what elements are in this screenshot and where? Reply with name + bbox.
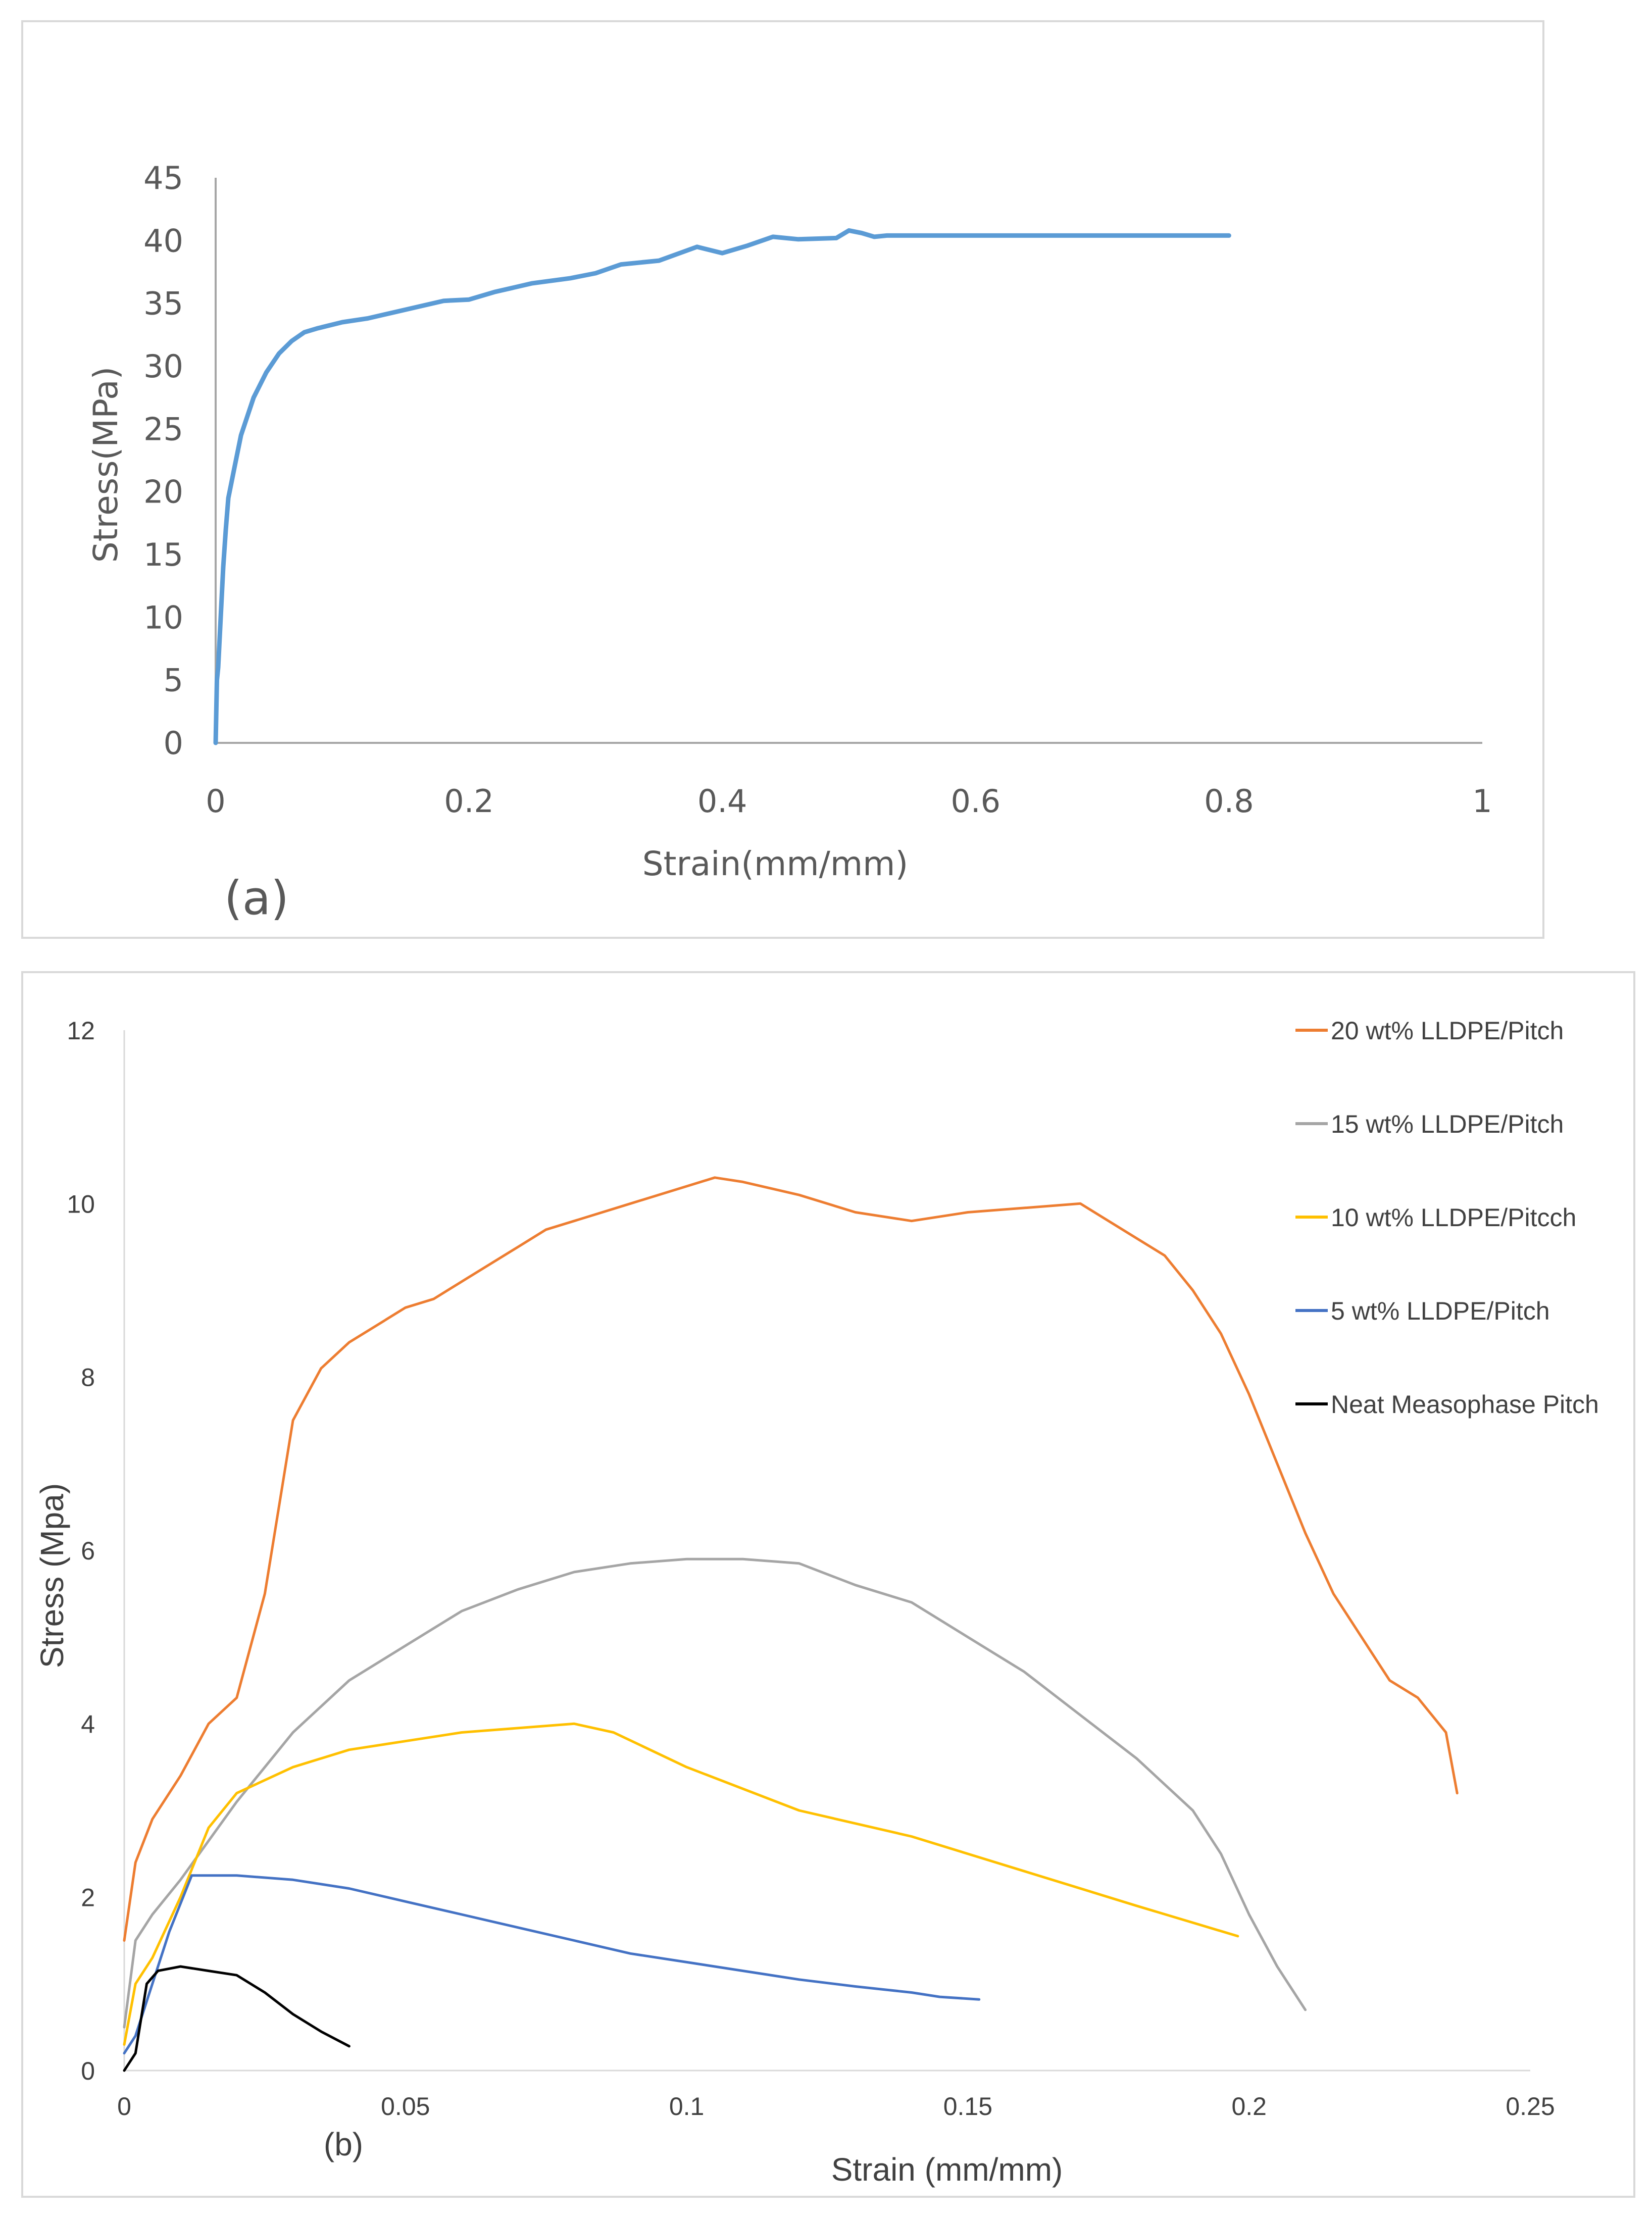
panel-a-y-tick-label: 5 <box>164 662 183 699</box>
legend-label: 15 wt% LLDPE/Pitch <box>1331 1110 1564 1138</box>
series-line-10-wt-lldpe-pitcch <box>123 1722 1239 2046</box>
panel-a-y-tick-label: 30 <box>143 348 183 385</box>
series-line-15-wt-lldpe-pitch <box>123 1557 1307 2029</box>
panel-b-x-tick-label: 0.15 <box>943 2092 992 2121</box>
panel-b-x-tick-labels: 0 0.05 0.1 0.15 0.2 0.25 <box>117 2092 1555 2121</box>
panel-a-x-tick-label: 0 <box>206 783 225 820</box>
panel-b-x-axis-title: Strain (mm/mm) <box>831 2151 1063 2188</box>
panel-b-y-tick-label: 4 <box>81 1710 95 1738</box>
panel-a-series <box>213 228 1231 745</box>
panel-a-y-tick-label: 15 <box>143 536 183 573</box>
panel-a-x-tick-label: 0.2 <box>444 783 494 820</box>
legend-label: 10 wt% LLDPE/Pitcch <box>1331 1203 1576 1232</box>
panel-b-y-axis-title: Stress (Mpa) <box>34 1483 70 1668</box>
panel-a-y-tick-label: 40 <box>143 222 183 259</box>
panel-a-y-axis-title: Stress(MPa) <box>86 367 125 563</box>
panel-b-series <box>123 1176 1459 2072</box>
panel-a-label: (a) <box>224 871 289 925</box>
panel-b-label: (b) <box>324 2126 363 2162</box>
panel-b-y-tick-label: 8 <box>81 1364 95 1392</box>
panel-b-x-tick-label: 0.2 <box>1231 2092 1267 2121</box>
panel-b-y-tick-labels: 0 2 4 6 8 10 12 <box>67 1017 95 2085</box>
panel-b-x-tick-label: 0.1 <box>669 2092 705 2121</box>
legend-item-20-wt-lldpe-pitch: 20 wt% LLDPE/Pitch <box>1295 1017 1564 1045</box>
panel-a-x-tick-label: 0.4 <box>697 783 747 820</box>
legend-item-15-wt-lldpe-pitch: 15 wt% LLDPE/Pitch <box>1295 1110 1564 1138</box>
panel-a-y-tick-label: 25 <box>143 411 183 447</box>
panel-b-y-tick-label: 0 <box>81 2057 95 2085</box>
legend-item-5-wt-lldpe-pitch: 5 wt% LLDPE/Pitch <box>1295 1297 1550 1325</box>
panel-b-y-tick-label: 10 <box>67 1190 95 1218</box>
panel-b-x-tick-label: 0 <box>117 2092 131 2121</box>
chart-panel-b: 0 2 4 6 8 10 12 0 0.05 0.1 0.15 0.2 0.25 Strain (mm… <box>21 971 1635 2198</box>
chart-panel-a: 0 5 10 15 20 25 30 35 40 45 0 0.2 0.4 0.6 0.8 1 Strain… <box>21 20 1544 939</box>
panel-a-x-tick-labels: 0 0.2 0.4 0.6 0.8 1 <box>206 783 1492 820</box>
panel-a-x-axis-title: Strain(mm/mm) <box>642 844 908 883</box>
panel-a-border <box>21 20 1544 939</box>
panel-b-x-tick-label: 0.05 <box>381 2092 430 2121</box>
panel-a-y-tick-label: 0 <box>164 725 183 762</box>
legend-label: Neat Measophase Pitch <box>1331 1390 1599 1419</box>
panel-a-x-tick-label: 0.8 <box>1204 783 1254 820</box>
panel-b-y-tick-label: 2 <box>81 1884 95 1912</box>
series-line-stress-strain <box>213 228 1231 745</box>
series-line-neat-measophase-pitch <box>123 1965 351 2072</box>
panel-b-axes <box>123 1030 1530 2072</box>
legend-label: 5 wt% LLDPE/Pitch <box>1331 1297 1550 1325</box>
panel-b-y-tick-label: 6 <box>81 1537 95 1565</box>
panel-b-legend: 20 wt% LLDPE/Pitch 15 wt% LLDPE/Pitch 10 w… <box>1295 1017 1599 1419</box>
panel-a-axes <box>215 178 1482 744</box>
panel-a-x-tick-label: 0.6 <box>950 783 1000 820</box>
series-line-20-wt-lldpe-pitch <box>123 1176 1459 1942</box>
legend-label: 20 wt% LLDPE/Pitch <box>1331 1017 1564 1045</box>
panel-a-y-tick-label: 10 <box>143 599 183 636</box>
legend-item-neat-measophase-pitch: Neat Measophase Pitch <box>1295 1390 1599 1419</box>
panel-a-x-tick-label: 1 <box>1472 783 1492 820</box>
legend-item-10-wt-lldpe-pitcch: 10 wt% LLDPE/Pitcch <box>1295 1203 1576 1232</box>
series-line-5-wt-lldpe-pitch <box>123 1874 981 2055</box>
panel-b-border <box>21 971 1635 2198</box>
panel-a-y-tick-label: 20 <box>143 474 183 511</box>
panel-a-y-tick-label: 35 <box>143 285 183 322</box>
panel-a-y-tick-label: 45 <box>143 160 183 196</box>
panel-b-x-tick-label: 0.25 <box>1506 2092 1555 2121</box>
panel-b-y-tick-label: 12 <box>67 1017 95 1045</box>
panel-a-y-tick-labels: 0 5 10 15 20 25 30 35 40 45 <box>143 160 183 762</box>
